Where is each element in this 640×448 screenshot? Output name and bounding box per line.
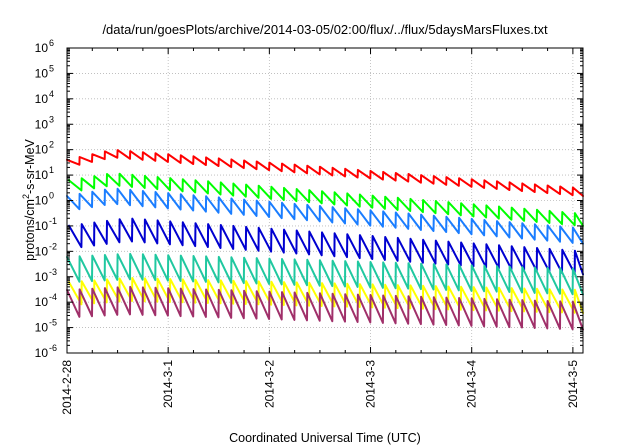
x-tick-labels: 2014-2-28 2014-3-1 2014-3-2 2014-3-3 2014-3-… [60, 360, 580, 415]
axis-ticks [66, 47, 583, 354]
y-tick-labels: 10-6 10-5 10-4 10-3 10-2 10-1 100 101 102 103 104 1… [35, 38, 57, 360]
y-tick-label: 100 [35, 191, 54, 208]
series-line-5 [66, 252, 584, 296]
x-tick-label: 2014-3-4 [465, 360, 479, 408]
series-line-2 [68, 172, 584, 227]
series-line-7 [66, 285, 584, 331]
y-tick-label: 10-1 [35, 216, 57, 233]
y-tick-label: 101 [35, 165, 54, 182]
chart-title: /data/run/goesPlots/archive/2014-03-05/0… [102, 22, 548, 37]
series-line-4 [68, 217, 584, 276]
y-tick-label: 10-3 [35, 267, 57, 284]
y-tick-label: 104 [35, 89, 54, 106]
y-tick-label: 10-6 [35, 343, 57, 360]
grid [67, 48, 583, 353]
y-tick-label: 105 [35, 63, 54, 80]
x-tick-label: 2014-2-28 [60, 360, 74, 415]
y-tick-label: 10-4 [35, 292, 57, 309]
series-line-3 [66, 187, 584, 245]
series-group [66, 149, 584, 331]
y-tick-label: 10-5 [35, 318, 57, 335]
y-tick-label: 102 [35, 140, 54, 157]
x-axis-label: Coordinated Universal Time (UTC) [229, 431, 421, 445]
x-tick-label: 2014-3-1 [161, 360, 175, 408]
x-tick-label: 2014-3-2 [262, 360, 276, 408]
y-tick-label: 106 [35, 38, 54, 55]
y-tick-label: 10-2 [35, 241, 57, 258]
series-line-1 [66, 149, 584, 197]
x-tick-label: 2014-3-3 [364, 360, 378, 408]
y-tick-label: 103 [35, 114, 54, 131]
x-tick-label: 2014-3-5 [566, 360, 580, 408]
y-axis-label: protons/cm2-s-sr-MeV [21, 138, 37, 260]
